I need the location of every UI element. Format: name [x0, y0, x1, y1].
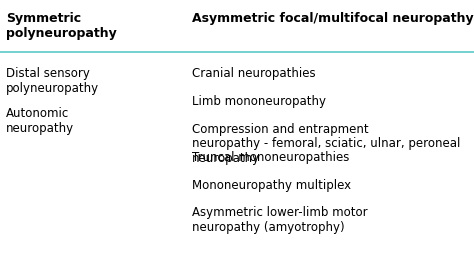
- Text: Asymmetric lower-limb motor
neuropathy (amyotrophy): Asymmetric lower-limb motor neuropathy (…: [192, 206, 368, 234]
- Text: Limb mononeuropathy: Limb mononeuropathy: [192, 95, 326, 108]
- Text: Symmetric
polyneuropathy: Symmetric polyneuropathy: [6, 12, 117, 40]
- Text: Autonomic
neuropathy: Autonomic neuropathy: [6, 107, 74, 135]
- Text: Asymmetric focal/multifocal neuropathy: Asymmetric focal/multifocal neuropathy: [192, 12, 474, 25]
- Text: Distal sensory
polyneuropathy: Distal sensory polyneuropathy: [6, 67, 99, 95]
- Text: Truncal mononeuropathies: Truncal mononeuropathies: [192, 151, 349, 164]
- Text: Compression and entrapment
neuropathy - femoral, sciatic, ulnar, peroneal
neurop: Compression and entrapment neuropathy - …: [192, 123, 460, 165]
- Text: Mononeuropathy multiplex: Mononeuropathy multiplex: [192, 179, 351, 191]
- Text: Cranial neuropathies: Cranial neuropathies: [192, 67, 316, 80]
